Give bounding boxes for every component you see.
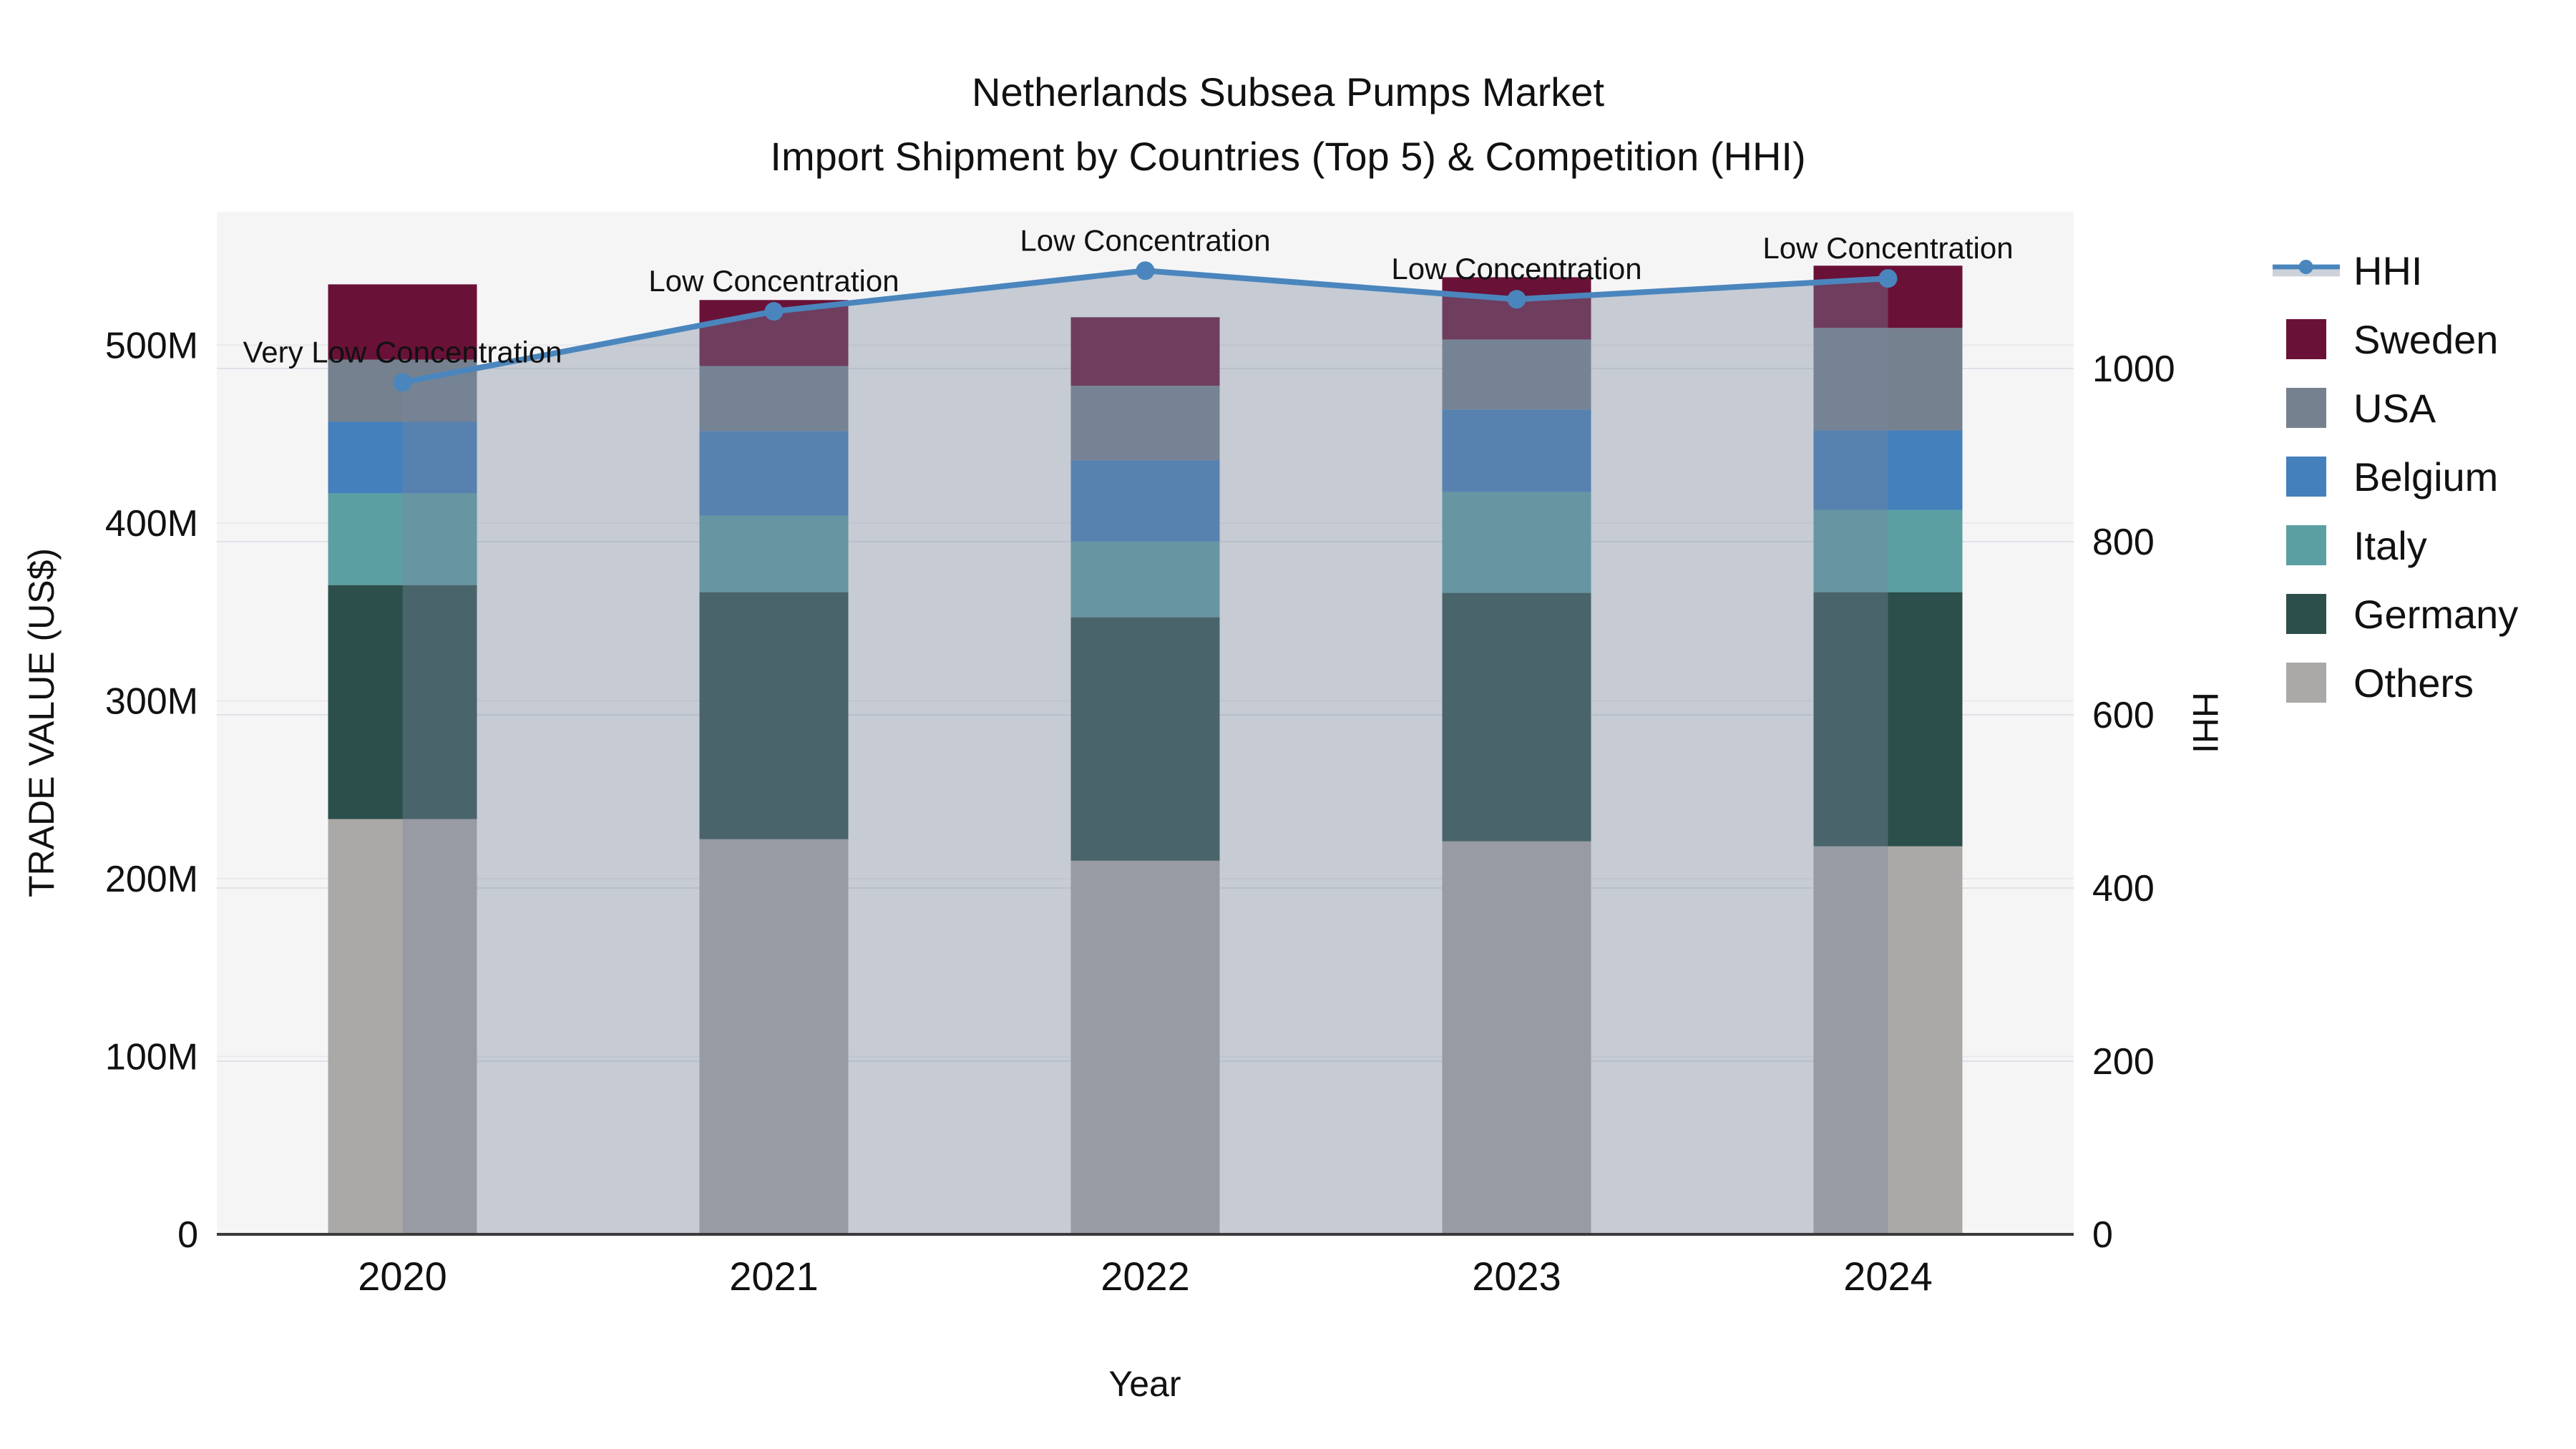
x-tick-label-2020: 2020 — [358, 1254, 447, 1299]
hhi-marker-2023[interactable] — [1507, 290, 1526, 309]
legend-item-others[interactable]: Others — [2286, 648, 2518, 717]
y-right-tick-label: 1000 — [2092, 348, 2175, 390]
y-left-tick-label: 300M — [105, 680, 198, 722]
y-left-tick-label: 400M — [105, 503, 198, 545]
y-left-tick-label: 200M — [105, 859, 198, 900]
x-tick-label-2022: 2022 — [1101, 1254, 1190, 1299]
x-tick-label-2023: 2023 — [1472, 1254, 1561, 1299]
legend-label-others: Others — [2353, 660, 2474, 706]
legend-item-germany[interactable]: Germany — [2286, 580, 2518, 648]
legend-item-hhi[interactable]: HHI — [2273, 236, 2518, 305]
bar-segment-others-2020[interactable] — [328, 819, 477, 1234]
y-right-tick-label: 0 — [2092, 1214, 2113, 1256]
hhi-marker-2024[interactable] — [1878, 269, 1898, 288]
hhi-line-icon — [2273, 260, 2340, 277]
legend-item-belgium[interactable]: Belgium — [2286, 442, 2518, 511]
bar-segment-germany-2024[interactable] — [1813, 592, 1963, 847]
bar-segment-others-2022[interactable] — [1070, 860, 1220, 1234]
legend-swatch-sweden-icon — [2286, 319, 2326, 359]
legend-swatch-belgium-icon — [2286, 457, 2326, 497]
y-right-tick-label: 600 — [2092, 695, 2155, 736]
y-right-tick-label: 400 — [2092, 868, 2155, 909]
chart-subtitle: Import Shipment by Countries (Top 5) & C… — [770, 134, 1806, 179]
bar-segment-belgium-2021[interactable] — [699, 431, 849, 516]
y-left-tick-label: 500M — [105, 325, 198, 366]
bar-segment-italy-2023[interactable] — [1442, 492, 1591, 593]
bar-segment-germany-2020[interactable] — [328, 585, 477, 819]
bar-segment-italy-2024[interactable] — [1813, 509, 1963, 592]
bar-segment-others-2024[interactable] — [1813, 846, 1963, 1234]
annotation-2020: Very Low Concentration — [243, 335, 562, 369]
bar-segment-italy-2021[interactable] — [699, 515, 849, 592]
legend-label-usa: USA — [2353, 385, 2436, 431]
bar-segment-usa-2022[interactable] — [1070, 386, 1220, 461]
bar-segment-usa-2023[interactable] — [1442, 339, 1591, 410]
annotation-2023: Low Concentration — [1391, 252, 1641, 286]
bar-segment-germany-2021[interactable] — [699, 592, 849, 839]
x-tick-label-2021: 2021 — [729, 1254, 819, 1299]
hhi-area-fill — [402, 270, 1888, 1234]
y-left-tick-label: 0 — [177, 1214, 198, 1256]
hhi-marker-2021[interactable] — [764, 302, 784, 321]
bar-segment-germany-2023[interactable] — [1442, 592, 1591, 841]
bar-segment-belgium-2022[interactable] — [1070, 460, 1220, 542]
bar-segment-usa-2021[interactable] — [699, 366, 849, 431]
y-right-tick-label: 800 — [2092, 522, 2155, 563]
x-tick-label-2024: 2024 — [1843, 1254, 1933, 1299]
legend: HHI Sweden USA Belgium Italy Germany Others — [2273, 236, 2518, 717]
bar-segment-usa-2024[interactable] — [1813, 328, 1963, 431]
hhi-marker-2020[interactable] — [393, 373, 412, 392]
legend-swatch-italy-icon — [2286, 525, 2326, 565]
bar-segment-sweden-2020[interactable] — [328, 284, 477, 360]
y-left-tick-label: 100M — [105, 1036, 198, 1078]
legend-swatch-usa-icon — [2286, 388, 2326, 428]
legend-swatch-germany-icon — [2286, 594, 2326, 634]
chart-title: Netherlands Subsea Pumps Market — [972, 69, 1604, 114]
annotation-2024: Low Concentration — [1762, 231, 2013, 265]
legend-label-sweden: Sweden — [2353, 316, 2499, 362]
annotation-2021: Low Concentration — [648, 264, 899, 298]
bar-segment-belgium-2024[interactable] — [1813, 430, 1963, 510]
y-right-tick-label: 200 — [2092, 1041, 2155, 1083]
legend-label-hhi: HHI — [2353, 248, 2423, 293]
bar-segment-others-2023[interactable] — [1442, 841, 1591, 1234]
legend-label-italy: Italy — [2353, 522, 2427, 568]
bar-segment-sweden-2022[interactable] — [1070, 317, 1220, 386]
legend-item-usa[interactable]: USA — [2286, 374, 2518, 442]
legend-item-sweden[interactable]: Sweden — [2286, 305, 2518, 374]
bar-segment-others-2021[interactable] — [699, 839, 849, 1234]
x-axis-title: Year — [1108, 1364, 1181, 1404]
y-axis-title-left: TRADE VALUE (US$) — [21, 547, 62, 898]
legend-label-belgium: Belgium — [2353, 454, 2499, 499]
legend-item-italy[interactable]: Italy — [2286, 511, 2518, 580]
bar-segment-italy-2022[interactable] — [1070, 541, 1220, 618]
y-axis-title-right: HHI — [2185, 691, 2225, 754]
bar-segment-belgium-2023[interactable] — [1442, 409, 1591, 492]
bar-segment-belgium-2020[interactable] — [328, 421, 477, 494]
hhi-marker-2022[interactable] — [1136, 261, 1155, 280]
legend-label-germany: Germany — [2353, 591, 2519, 637]
bar-segment-germany-2022[interactable] — [1070, 617, 1220, 861]
annotation-2022: Low Concentration — [1020, 223, 1270, 257]
bar-segment-italy-2020[interactable] — [328, 493, 477, 585]
legend-swatch-others-icon — [2286, 663, 2326, 703]
